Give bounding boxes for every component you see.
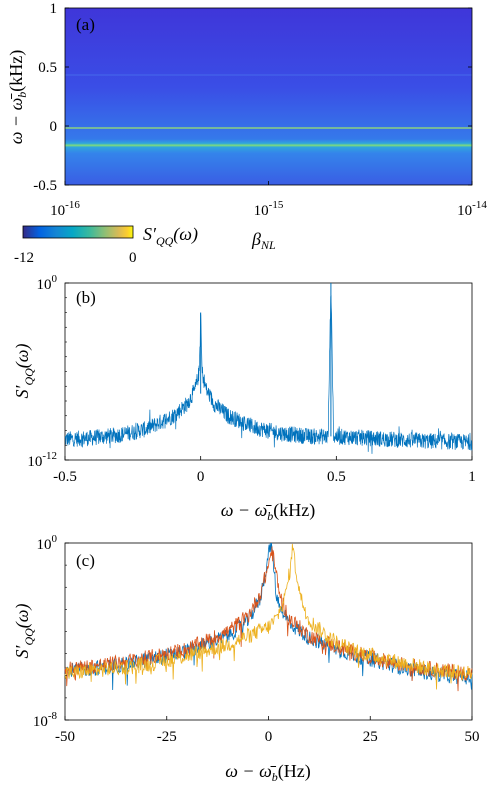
panel-c-y-ticks: 100 10-8 [33,533,69,730]
panel-b-x-tick-label: 0.5 [327,469,346,485]
panel-b-x-tick-label: 0 [197,469,205,485]
panel-b-plot [64,283,473,454]
panel-a-x-ticks: 10-16 10-15 10-14 [50,181,487,219]
panel-a-y-tick-label: 0.5 [38,60,57,76]
panel-b-y-tick-label: 10-12 [27,450,57,470]
panel-c-x-tick-label: -50 [55,729,75,745]
colorbar [22,225,134,239]
heatmap-area [65,8,472,185]
panel-c-plot [64,542,473,692]
panel-c-x-tick-label: -25 [157,729,177,745]
panel-c: (c) 100 10-8 -50 -25 0 25 50 S′QQ(ω) ω − ω̄b(… [12,533,480,784]
panel-a-x-tick-label: 10-15 [254,199,284,219]
panel-b-x-label: ω − ω̄b(kHz) [221,500,316,523]
panel-b-x-ticks: -0.5 0 0.5 1 [53,456,476,485]
panel-a-x-tick-label: 10-16 [50,199,80,219]
panel-c-series-line-3 [64,543,473,690]
panel-a-x-label: βNL [251,229,276,252]
panel-c-y-tick-label: 10-8 [33,710,58,730]
panel-a-x-tick-label: 10-14 [457,199,487,219]
panel-a-label: (a) [76,15,95,34]
panel-c-x-ticks: -50 -25 0 25 50 [55,716,480,745]
colorbar-label: S′QQ(ω) [143,224,198,248]
panel-b-y-label: S′QQ(ω) [12,344,36,399]
panel-a: (a) 1 0.5 0 -0.5 10-16 10-15 10-14 ω − ω̄b(kH… [6,1,487,266]
panel-b-y-tick-label: 100 [37,273,58,293]
panel-a-y-label: ω − ω̄b(kHz) [6,50,29,145]
colorbar-min-label: -12 [14,250,34,266]
panel-b-label: (b) [76,288,96,307]
panel-a-y-tick-label: -0.5 [33,178,57,194]
panel-c-label: (c) [76,551,95,570]
panel-c-y-tick-label: 100 [37,533,58,553]
panel-c-y-label: S′QQ(ω) [12,604,36,659]
panel-a-y-ticks: 1 0.5 0 -0.5 [33,1,472,194]
panel-c-x-tick-label: 0 [265,729,273,745]
panel-b-x-tick-label: 1 [468,469,476,485]
panel-c-x-label: ω − ω̄b(Hz) [225,761,311,784]
panel-b: (b) 100 10-12 -0.5 0 0.5 1 S′QQ(ω) ω − ω̄b(k… [12,273,476,523]
panel-c-x-tick-label: 25 [363,729,378,745]
panel-b-x-tick-label: -0.5 [53,469,77,485]
panel-a-y-tick-label: 1 [50,1,58,17]
panel-b-series-line [64,295,473,454]
panel-b-y-ticks: 100 10-12 [27,273,69,470]
panel-c-x-tick-label: 50 [465,729,480,745]
colorbar-max-label: 0 [129,250,137,266]
panel-a-y-tick-label: 0 [50,119,58,135]
